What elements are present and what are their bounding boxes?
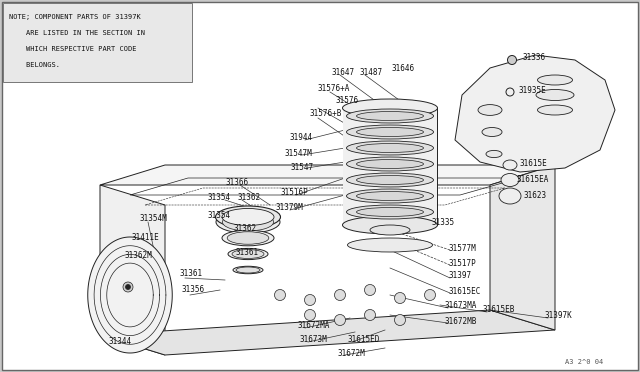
Circle shape <box>394 314 406 326</box>
Ellipse shape <box>501 173 519 186</box>
Text: 31577M: 31577M <box>449 244 477 253</box>
Ellipse shape <box>536 90 574 100</box>
Text: 31379M: 31379M <box>276 202 304 212</box>
Circle shape <box>123 282 133 292</box>
Text: 31576+B: 31576+B <box>310 109 342 118</box>
Ellipse shape <box>370 225 410 235</box>
Text: ARE LISTED IN THE SECTION IN: ARE LISTED IN THE SECTION IN <box>9 30 145 36</box>
Text: 31362: 31362 <box>237 192 260 202</box>
Text: 31615EB: 31615EB <box>483 305 515 314</box>
Ellipse shape <box>216 206 280 228</box>
Text: 31547M: 31547M <box>285 148 313 157</box>
Circle shape <box>394 292 406 304</box>
Ellipse shape <box>486 150 502 158</box>
Text: 31397: 31397 <box>449 272 472 280</box>
Text: 31344: 31344 <box>108 337 131 346</box>
Circle shape <box>365 285 376 295</box>
Polygon shape <box>490 165 555 330</box>
Text: 31623: 31623 <box>524 190 547 199</box>
Circle shape <box>335 289 346 301</box>
Polygon shape <box>343 108 437 225</box>
Text: 31615E: 31615E <box>520 158 548 167</box>
Ellipse shape <box>356 176 424 185</box>
Text: 31362: 31362 <box>233 224 256 232</box>
Text: 31672M: 31672M <box>338 349 365 357</box>
Polygon shape <box>100 185 165 355</box>
Text: 31366: 31366 <box>226 177 249 186</box>
Text: 31354: 31354 <box>208 192 231 202</box>
Text: 31397K: 31397K <box>545 311 573 321</box>
Ellipse shape <box>503 160 517 170</box>
Text: 31647: 31647 <box>332 67 355 77</box>
Text: 31487: 31487 <box>360 67 383 77</box>
Ellipse shape <box>233 266 263 274</box>
Text: 31672MA: 31672MA <box>298 321 330 330</box>
Text: 31646: 31646 <box>392 64 415 73</box>
Ellipse shape <box>356 128 424 137</box>
Text: 31354: 31354 <box>208 211 231 219</box>
Ellipse shape <box>499 188 521 204</box>
Ellipse shape <box>346 157 433 171</box>
Circle shape <box>365 310 376 321</box>
Ellipse shape <box>538 105 573 115</box>
Ellipse shape <box>342 99 438 117</box>
Text: 31361: 31361 <box>236 247 259 257</box>
Ellipse shape <box>236 267 260 273</box>
Ellipse shape <box>356 144 424 153</box>
Text: 31576: 31576 <box>336 96 359 105</box>
Ellipse shape <box>356 112 424 121</box>
Ellipse shape <box>478 105 502 115</box>
Text: 31615EA: 31615EA <box>517 174 549 183</box>
Ellipse shape <box>222 208 274 225</box>
Circle shape <box>508 55 516 64</box>
Text: 31944: 31944 <box>290 132 313 141</box>
Text: 31356: 31356 <box>182 285 205 295</box>
Text: 31335: 31335 <box>432 218 455 227</box>
Ellipse shape <box>356 192 424 201</box>
Ellipse shape <box>348 238 433 252</box>
Ellipse shape <box>232 250 264 259</box>
Ellipse shape <box>356 160 424 169</box>
Text: NOTE; COMPONENT PARTS OF 31397K: NOTE; COMPONENT PARTS OF 31397K <box>9 14 141 20</box>
FancyBboxPatch shape <box>3 3 192 82</box>
Polygon shape <box>100 310 555 355</box>
Text: 31547: 31547 <box>291 163 314 171</box>
Ellipse shape <box>482 128 502 137</box>
Text: 31935E: 31935E <box>519 86 547 94</box>
Text: 31361: 31361 <box>180 269 203 278</box>
Circle shape <box>305 295 316 305</box>
Text: 31516P: 31516P <box>281 187 308 196</box>
Ellipse shape <box>228 248 268 260</box>
Text: 31517P: 31517P <box>449 259 477 267</box>
Circle shape <box>125 285 131 289</box>
Polygon shape <box>100 165 555 185</box>
Ellipse shape <box>342 216 438 234</box>
Text: 31615EC: 31615EC <box>449 286 481 295</box>
Text: 31354M: 31354M <box>140 214 168 222</box>
Text: 31615ED: 31615ED <box>348 336 380 344</box>
Circle shape <box>335 314 346 326</box>
Text: 31362M: 31362M <box>124 250 152 260</box>
Circle shape <box>305 310 316 321</box>
Ellipse shape <box>538 75 573 85</box>
Text: A3 2^0 04: A3 2^0 04 <box>565 359 604 365</box>
Circle shape <box>275 289 285 301</box>
Text: BELONGS.: BELONGS. <box>9 62 60 68</box>
Polygon shape <box>455 55 615 172</box>
Ellipse shape <box>346 205 433 219</box>
Text: 31411E: 31411E <box>132 232 160 241</box>
Ellipse shape <box>223 213 274 231</box>
Ellipse shape <box>346 125 433 139</box>
Text: 31672MB: 31672MB <box>445 317 477 326</box>
Text: 31673M: 31673M <box>300 336 328 344</box>
Text: 31673MA: 31673MA <box>445 301 477 311</box>
Ellipse shape <box>346 109 433 123</box>
Ellipse shape <box>346 141 433 155</box>
Text: WHICH RESPECTIVE PART CODE: WHICH RESPECTIVE PART CODE <box>9 46 136 52</box>
Text: 31576+A: 31576+A <box>318 83 350 93</box>
Ellipse shape <box>216 211 280 233</box>
Ellipse shape <box>356 208 424 217</box>
Polygon shape <box>88 237 172 353</box>
Ellipse shape <box>222 230 274 246</box>
